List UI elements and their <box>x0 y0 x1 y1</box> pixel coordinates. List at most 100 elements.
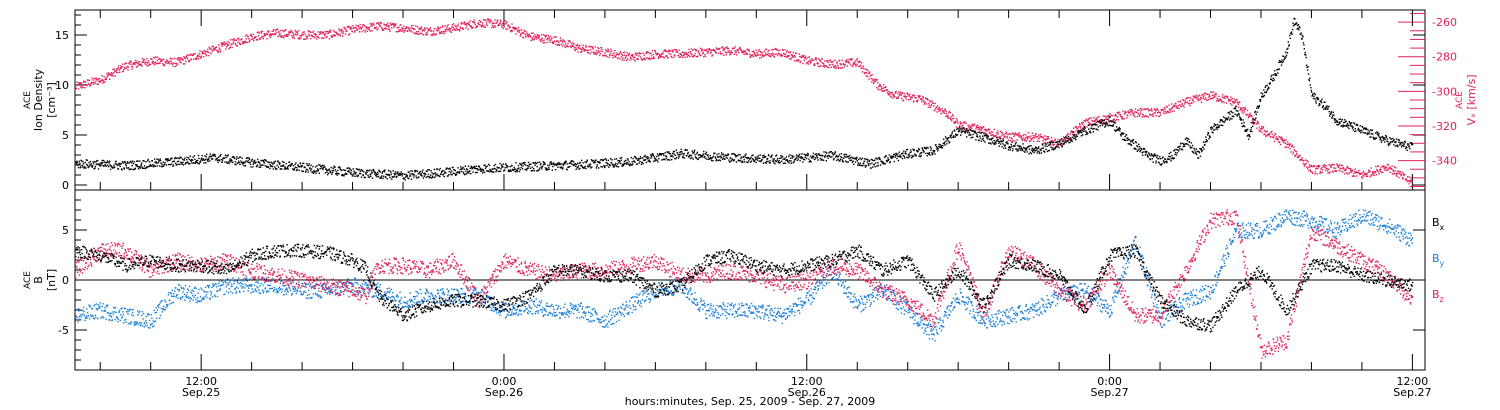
velocity-point <box>553 36 555 38</box>
velocity-point <box>1247 114 1249 116</box>
density-point <box>309 167 311 169</box>
density-point <box>911 154 913 157</box>
velocity-point <box>1198 98 1200 100</box>
density-point <box>103 165 105 167</box>
velocity-point <box>1002 137 1005 140</box>
velocity-point <box>1050 136 1053 139</box>
density-point <box>447 168 450 170</box>
velocity-point <box>1393 166 1395 168</box>
density-point <box>365 170 368 172</box>
velocity-point <box>827 66 829 68</box>
velocity-point <box>922 95 924 98</box>
velocity-point <box>560 39 562 41</box>
density-point <box>305 170 307 172</box>
velocity-point <box>416 25 419 28</box>
density-point <box>198 163 201 165</box>
density-point <box>718 153 720 155</box>
density-point <box>868 160 870 163</box>
velocity-point <box>879 84 882 87</box>
velocity-point <box>521 36 524 38</box>
velocity-point <box>667 57 669 59</box>
velocity-point <box>246 41 248 43</box>
velocity-point <box>821 62 824 64</box>
velocity-point <box>399 29 402 31</box>
density-point <box>884 163 886 165</box>
velocity-point <box>1080 127 1082 129</box>
density-point <box>413 174 415 176</box>
velocity-point <box>1406 180 1408 183</box>
density-point <box>783 158 786 160</box>
density-point <box>131 162 133 164</box>
velocity-point <box>986 133 988 135</box>
velocity-point <box>1216 100 1218 102</box>
density-point <box>939 146 941 149</box>
density-point <box>744 154 746 157</box>
velocity-point <box>1410 181 1412 183</box>
density-point <box>704 153 706 155</box>
density-point <box>526 169 528 171</box>
velocity-point <box>234 42 237 45</box>
velocity-point <box>672 51 674 53</box>
velocity-point <box>461 27 464 29</box>
velocity-point <box>1166 112 1168 114</box>
velocity-point <box>448 28 450 31</box>
velocity-point <box>386 24 388 26</box>
velocity-point <box>1350 170 1352 172</box>
velocity-point <box>980 126 983 129</box>
velocity-point <box>258 32 260 34</box>
density-point <box>852 160 854 162</box>
density-point <box>404 176 407 178</box>
velocity-point <box>1211 91 1213 93</box>
density-point <box>778 159 780 162</box>
velocity-point <box>801 56 804 58</box>
density-point <box>341 174 343 177</box>
velocity-point <box>263 33 265 35</box>
velocity-point <box>1350 168 1352 170</box>
velocity-point <box>1005 132 1008 135</box>
density-point <box>900 156 902 158</box>
velocity-point <box>704 49 706 51</box>
velocity-point <box>689 55 691 58</box>
velocity-point <box>1280 138 1282 140</box>
velocity-point <box>1081 121 1083 124</box>
density-point <box>677 154 679 156</box>
density-point <box>121 169 123 171</box>
density-point <box>262 164 264 166</box>
velocity-point <box>81 83 83 86</box>
velocity-point <box>1073 135 1075 137</box>
velocity-point <box>1370 175 1372 177</box>
density-point <box>86 164 89 166</box>
velocity-point <box>1090 117 1092 119</box>
density-point <box>631 164 633 166</box>
velocity-point <box>1150 109 1152 111</box>
velocity-point <box>1230 99 1233 101</box>
velocity-point <box>409 30 412 32</box>
density-point <box>482 170 485 172</box>
velocity-point <box>1101 123 1103 125</box>
velocity-point <box>1037 136 1039 138</box>
density-point <box>951 131 954 133</box>
density-point <box>76 162 79 164</box>
density-point <box>303 162 305 165</box>
density-point <box>863 162 865 164</box>
velocity-point <box>1329 171 1331 173</box>
density-point <box>129 168 131 170</box>
velocity-point <box>993 135 995 137</box>
density-point <box>733 159 736 161</box>
velocity-point <box>736 54 738 56</box>
velocity-point <box>120 67 123 69</box>
velocity-point <box>901 92 904 94</box>
velocity-point <box>316 35 319 38</box>
density-point <box>126 161 129 163</box>
velocity-point <box>684 51 687 54</box>
density-point <box>944 136 947 138</box>
density-point <box>392 170 394 172</box>
velocity-point <box>699 52 701 54</box>
velocity-point <box>280 29 282 32</box>
velocity-point <box>1374 171 1377 173</box>
velocity-point <box>185 60 187 62</box>
velocity-point <box>660 53 663 55</box>
density-point <box>862 165 864 167</box>
velocity-point <box>1264 131 1267 133</box>
velocity-point <box>330 31 332 33</box>
